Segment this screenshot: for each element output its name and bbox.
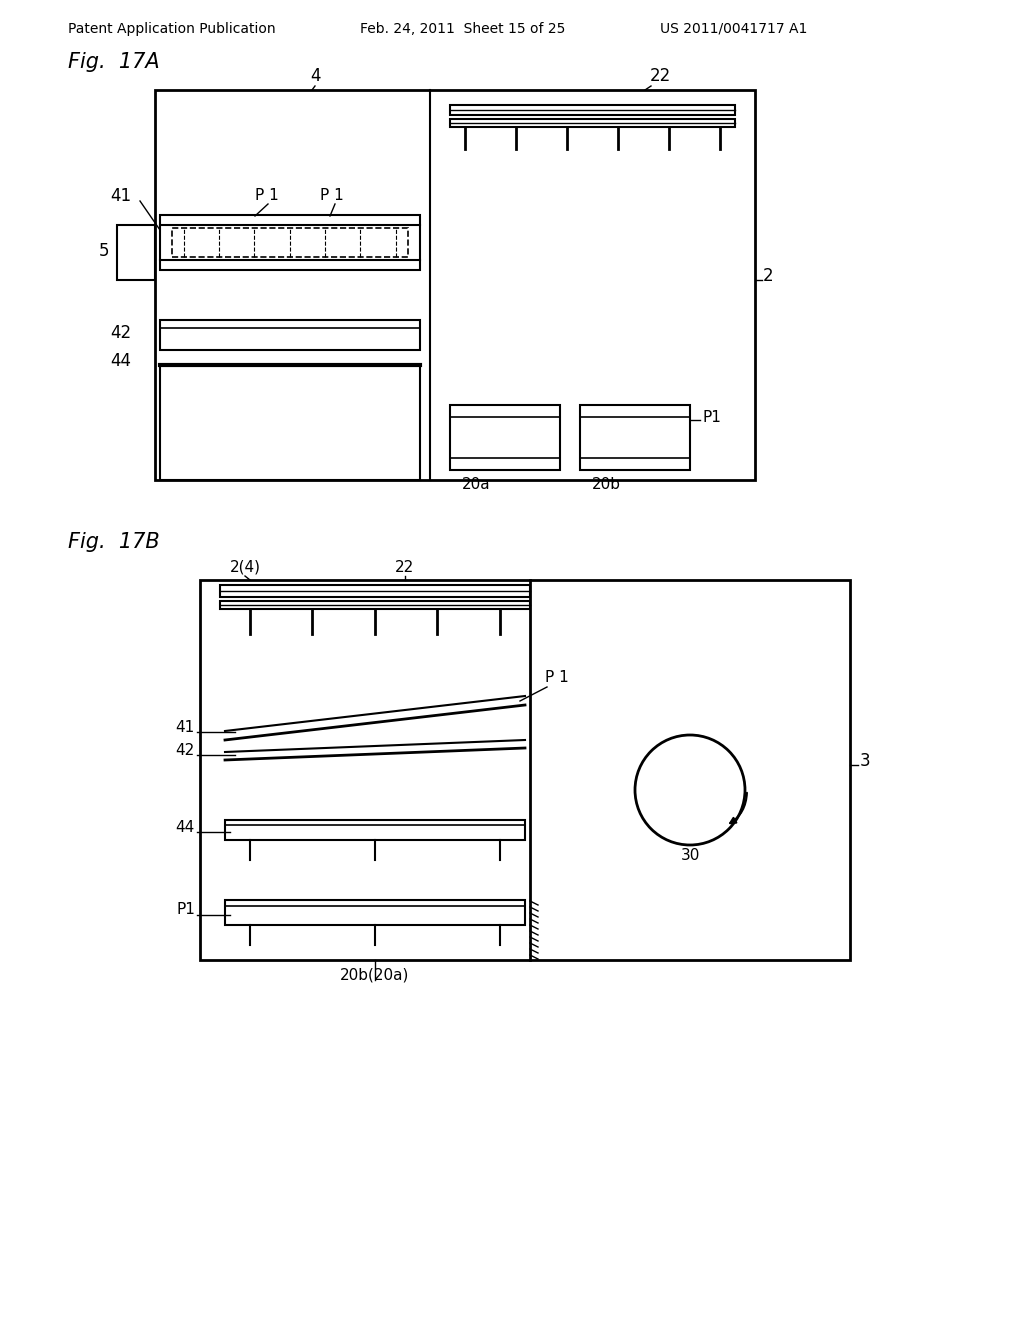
Text: 22: 22	[395, 560, 415, 576]
Text: 42: 42	[176, 743, 195, 758]
Text: 5: 5	[99, 242, 110, 260]
Bar	[160, 319, 420, 350]
Text: 2(4): 2(4)	[230, 560, 261, 576]
Text: 22: 22	[650, 67, 672, 84]
Text: 30: 30	[680, 847, 699, 863]
Text: US 2011/0041717 A1: US 2011/0041717 A1	[660, 22, 807, 36]
Bar	[450, 405, 560, 470]
Bar	[225, 900, 525, 925]
Text: Patent Application Publication: Patent Application Publication	[68, 22, 275, 36]
Text: P 1: P 1	[255, 187, 279, 203]
Text: 20a: 20a	[462, 477, 490, 492]
Text: 41: 41	[110, 187, 131, 205]
Bar	[225, 820, 525, 840]
Text: P1: P1	[702, 411, 721, 425]
Text: 44: 44	[176, 820, 195, 836]
Bar	[160, 215, 420, 271]
Text: 20b: 20b	[592, 477, 621, 492]
Text: 41: 41	[176, 719, 195, 735]
Text: 44: 44	[110, 352, 131, 370]
Bar	[172, 228, 408, 257]
Text: 3: 3	[860, 752, 870, 770]
Text: Feb. 24, 2011  Sheet 15 of 25: Feb. 24, 2011 Sheet 15 of 25	[360, 22, 565, 36]
Bar	[220, 585, 530, 597]
Bar	[160, 366, 420, 480]
Bar	[450, 119, 735, 127]
Bar	[220, 601, 530, 609]
Text: P 1: P 1	[545, 671, 568, 685]
Text: 2: 2	[763, 267, 773, 285]
Text: P 1: P 1	[319, 187, 344, 203]
Bar	[450, 106, 735, 115]
Text: 20b(20a): 20b(20a)	[340, 968, 410, 982]
Text: 42: 42	[110, 323, 131, 342]
Bar	[117, 224, 155, 280]
Text: Fig.  17A: Fig. 17A	[68, 51, 160, 73]
Bar	[200, 579, 850, 960]
Text: Fig.  17B: Fig. 17B	[68, 532, 160, 552]
Text: 4: 4	[310, 67, 321, 84]
Bar	[155, 90, 755, 480]
Text: P1: P1	[176, 902, 195, 917]
Bar	[580, 405, 690, 470]
